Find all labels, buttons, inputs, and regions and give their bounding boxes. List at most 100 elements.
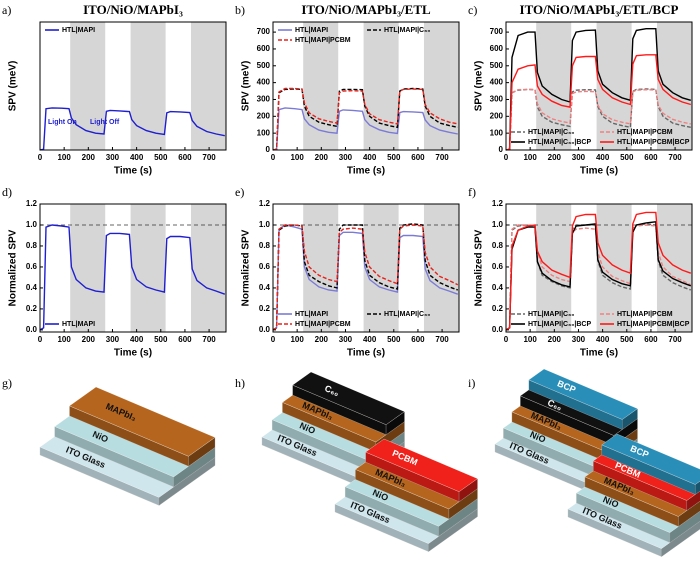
y-tick-label: 700 — [257, 27, 271, 36]
y-tick-label: 500 — [490, 61, 504, 70]
y-tick-label: 0.8 — [259, 241, 271, 250]
x-tick-label: 600 — [644, 335, 658, 344]
series-line — [505, 54, 691, 151]
chart-panel: 0 100 200 300 400 500 600 700 0 100 200 300 400 500 60… — [235, 2, 460, 177]
y-axis-label: Normalized SPV — [8, 229, 19, 306]
panel-label: e) — [235, 185, 244, 199]
light-off-region — [363, 22, 399, 150]
chart-panel: 0 100 200 300 400 500 600 700 0 100 200 300 400 500 60… — [468, 2, 693, 177]
legend-label: HTL|MAPI — [295, 311, 328, 318]
y-tick-label: 0.2 — [259, 304, 271, 313]
chart-panel: 0 100 200 300 400 500 600 700 0.0 0.2 0.4 0.6 0.8 1.0… — [468, 185, 693, 359]
x-tick-label: 400 — [363, 153, 377, 162]
x-tick-label: 100 — [290, 335, 304, 344]
series-line — [39, 224, 226, 331]
light-off-region — [70, 204, 106, 332]
x-tick-label: 300 — [339, 335, 353, 344]
y-tick-label: 300 — [257, 95, 271, 104]
legend-label: HTL|MAPI|PCBM — [617, 311, 673, 318]
y-tick-label: 400 — [257, 78, 271, 87]
x-tick-label: 700 — [668, 335, 682, 344]
layer-side — [669, 510, 700, 543]
panel-label: a) — [2, 3, 11, 17]
x-tick-label: 200 — [82, 335, 96, 344]
x-tick-label: 700 — [202, 335, 216, 344]
series-line — [505, 211, 692, 331]
light-off-region — [656, 22, 692, 150]
x-tick-label: 200 — [548, 335, 562, 344]
y-tick-label: 300 — [490, 95, 504, 104]
legend-label: HTL|MAPI|C₆₀ — [384, 27, 430, 34]
x-axis-label: Time (s) — [347, 166, 385, 177]
legend-label: HTL|MAPI — [62, 27, 95, 34]
x-tick-label: 600 — [644, 153, 658, 162]
panel-label: c) — [468, 3, 477, 17]
x-tick-label: 600 — [178, 153, 192, 162]
legend-label: HTL|MAPI — [62, 321, 95, 328]
y-tick-label: 1.0 — [26, 220, 38, 229]
plot-frame — [505, 21, 693, 151]
x-tick-label: 500 — [387, 153, 401, 162]
y-tick-label: 0.0 — [492, 325, 504, 334]
legend-label: HTL|MAPI|PCBM — [295, 37, 351, 44]
layer-side — [695, 480, 700, 495]
x-tick-label: 500 — [154, 335, 168, 344]
annotation: Light Off — [90, 119, 120, 126]
x-tick-label: 0 — [271, 335, 276, 344]
layer-top — [365, 438, 478, 492]
layer-top — [69, 386, 216, 457]
x-axis-label: Time (s) — [114, 348, 152, 359]
y-tick-label: 200 — [490, 111, 504, 120]
chart-panel: 0 100 200 300 400 500 600 700 0.0 0.2 0.4 0.6 0.8 1.0… — [235, 185, 460, 359]
y-tick-label: 0.6 — [259, 262, 271, 271]
y-tick-label: 0.6 — [492, 262, 504, 271]
x-tick-label: 100 — [57, 335, 71, 344]
x-tick-label: 300 — [339, 153, 353, 162]
x-tick-label: 500 — [620, 153, 634, 162]
panel-title: ITO/NiO/MAPbI₃ — [83, 2, 183, 17]
y-axis-label: SPV (meV) — [241, 61, 252, 112]
series-line — [272, 224, 459, 331]
x-tick-label: 100 — [523, 335, 537, 344]
y-tick-label: 0.2 — [492, 304, 504, 313]
x-tick-label: 200 — [315, 153, 329, 162]
x-tick-label: 300 — [106, 153, 120, 162]
legend-label: HTL|MAPI|PCBM — [295, 321, 351, 328]
y-tick-label: 0 — [499, 145, 504, 154]
y-tick-label: 0.8 — [26, 241, 38, 250]
series-line — [272, 107, 458, 151]
x-tick-label: 200 — [315, 335, 329, 344]
series-line — [39, 107, 225, 151]
legend-label: HTL|MAPI|C₆₀|BCP — [528, 321, 591, 328]
x-tick-label: 600 — [411, 335, 425, 344]
panel-title: ITO/NiO/MAPbI₃/ETL — [301, 2, 431, 17]
x-tick-label: 500 — [154, 153, 168, 162]
light-off-region — [130, 22, 166, 150]
y-tick-label: 0.2 — [26, 304, 38, 313]
x-tick-label: 0 — [38, 153, 43, 162]
series-line — [505, 221, 692, 331]
light-off-region — [596, 22, 632, 150]
y-tick-label: 600 — [257, 44, 271, 53]
light-off-region — [423, 22, 459, 150]
x-tick-label: 500 — [620, 335, 634, 344]
x-tick-label: 700 — [202, 153, 216, 162]
legend-label: HTL|MAPI|PCBM|BCP — [617, 321, 690, 328]
x-tick-label: 600 — [178, 335, 192, 344]
plot-frame — [505, 203, 693, 333]
y-tick-label: 400 — [490, 78, 504, 87]
x-tick-label: 700 — [668, 153, 682, 162]
series-line — [272, 87, 458, 151]
y-tick-label: 0.8 — [492, 241, 504, 250]
light-off-region — [303, 22, 339, 150]
panel-label: h) — [235, 376, 245, 390]
y-tick-label: 1.2 — [26, 199, 38, 208]
y-tick-label: 200 — [257, 111, 271, 120]
legend-label: HTL|MAPI|C₆₀ — [384, 311, 430, 318]
y-tick-label: 0.4 — [259, 283, 271, 292]
x-axis-label: Time (s) — [580, 166, 618, 177]
panel-label: i) — [468, 376, 475, 390]
x-tick-label: 0 — [504, 153, 509, 162]
y-tick-label: 600 — [490, 44, 504, 53]
